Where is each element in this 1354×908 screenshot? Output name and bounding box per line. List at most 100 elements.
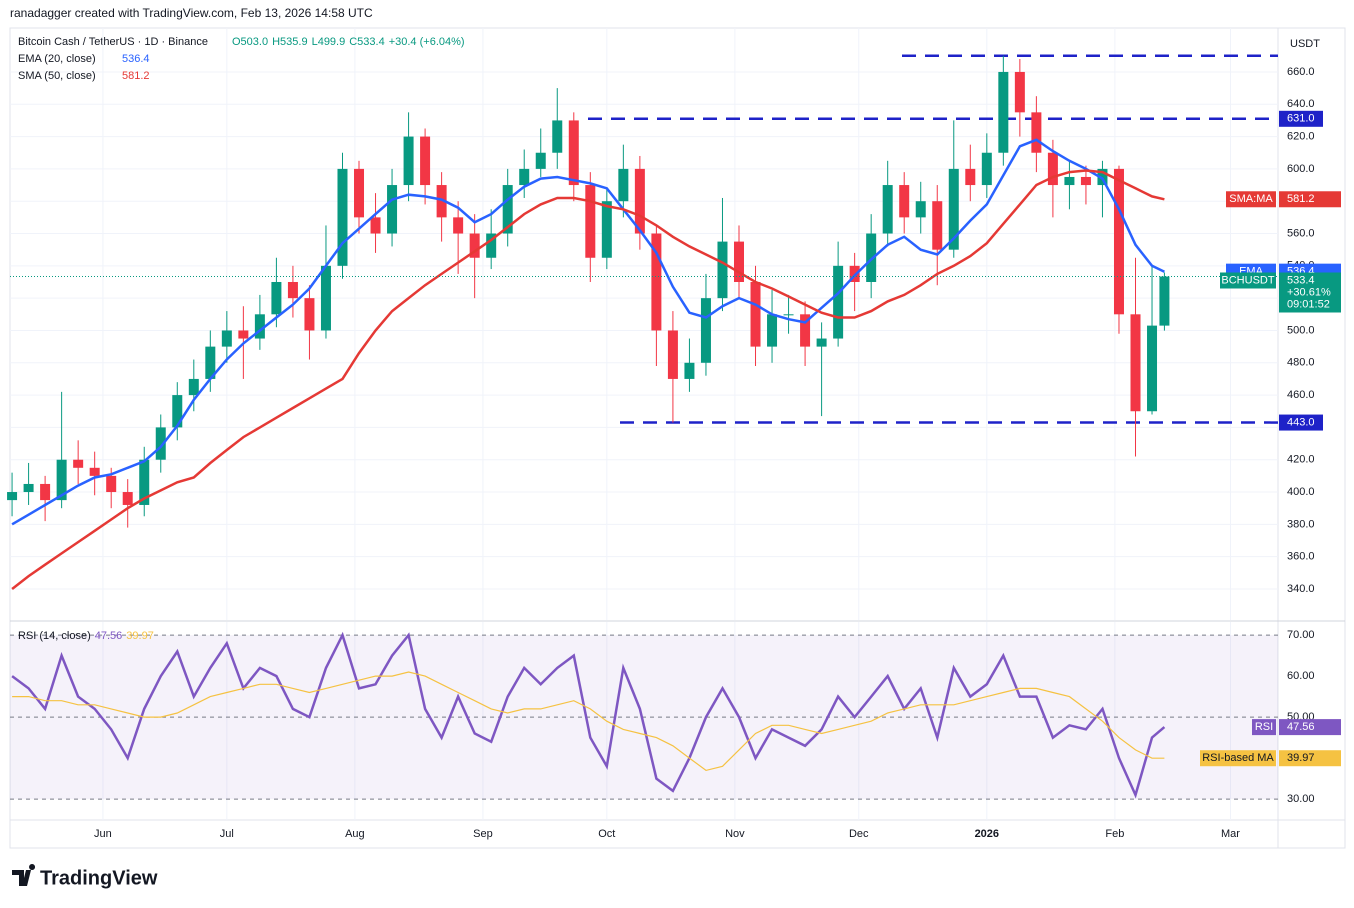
candle-body bbox=[965, 168, 976, 186]
legend-value: 581.2 bbox=[122, 70, 150, 82]
candle-body bbox=[948, 168, 959, 250]
candle-body bbox=[89, 467, 100, 476]
header: ranadagger created with TradingView.com,… bbox=[10, 6, 373, 20]
y-tick-label: 480.0 bbox=[1287, 357, 1315, 369]
rsi-legend: RSI (14, close) 47.56 39.97 bbox=[18, 630, 154, 642]
candle-body bbox=[172, 395, 183, 428]
rsi-name-box bbox=[1200, 750, 1276, 767]
rsi-name: RSI-based MA bbox=[1202, 752, 1274, 764]
candle-body bbox=[981, 152, 992, 186]
candle-body bbox=[122, 492, 133, 505]
candle-body bbox=[585, 185, 596, 258]
level-tag bbox=[1279, 414, 1323, 431]
candle-body bbox=[700, 298, 711, 363]
candle-body bbox=[1031, 112, 1042, 153]
candle-body bbox=[304, 298, 315, 331]
logo bbox=[12, 864, 36, 886]
candle-body bbox=[651, 233, 662, 331]
rsi-line bbox=[12, 671, 1165, 772]
rsi-value: 47.56 bbox=[1287, 721, 1315, 733]
candle-body bbox=[486, 233, 497, 258]
candle-body bbox=[1064, 176, 1075, 186]
level-tag bbox=[1279, 110, 1323, 127]
candle-body bbox=[783, 314, 794, 316]
brand: TradingView bbox=[40, 867, 158, 889]
candle-body bbox=[238, 330, 249, 339]
x-tick-label: Jul bbox=[220, 828, 234, 840]
candle-body bbox=[254, 314, 265, 339]
ohlc-legend: O503.0 H535.9 L499.9 C533.4 +30.4 (+6.04%) bbox=[232, 36, 465, 48]
candle-body bbox=[998, 71, 1009, 153]
rsi-tick-label: 30.00 bbox=[1287, 793, 1315, 805]
rsi-tick-label: 60.00 bbox=[1287, 670, 1315, 682]
ohlc-value: O503.0 bbox=[232, 36, 268, 48]
candle-body bbox=[866, 233, 877, 282]
candle-body bbox=[618, 168, 629, 202]
candle-body bbox=[139, 459, 150, 505]
candle-body bbox=[915, 201, 926, 218]
candle-body bbox=[205, 346, 216, 379]
candle-body bbox=[1014, 71, 1025, 113]
candle-body bbox=[1097, 168, 1108, 186]
y-tick-label: 560.0 bbox=[1287, 227, 1315, 239]
price-tag bbox=[1279, 272, 1341, 313]
candle-body bbox=[733, 241, 744, 282]
candle-body bbox=[287, 281, 298, 299]
candle-body bbox=[800, 314, 811, 347]
candle-body bbox=[7, 492, 18, 501]
ohlc-value: +30.4 (+6.04%) bbox=[389, 36, 465, 48]
legend-name: EMA (20, close) bbox=[18, 53, 96, 65]
y-tick-label: 640.0 bbox=[1287, 98, 1315, 110]
ohlc-value: C533.4 bbox=[349, 36, 384, 48]
price-name-box bbox=[1220, 272, 1276, 289]
candle-body bbox=[1080, 176, 1091, 186]
x-tick-label: Sep bbox=[473, 828, 493, 840]
candle-body bbox=[337, 168, 348, 266]
ohlc-value: L499.9 bbox=[312, 36, 346, 48]
x-tick-label: Oct bbox=[598, 828, 615, 840]
indicator-line bbox=[11, 169, 1165, 590]
y-tick-label: 460.0 bbox=[1287, 389, 1315, 401]
chart-title: Bitcoin Cash / TetherUS · 1D · Binance bbox=[18, 36, 208, 48]
candle-body bbox=[535, 152, 546, 169]
x-tick-label: Nov bbox=[725, 828, 745, 840]
x-tick-label: 2026 bbox=[975, 828, 999, 840]
candle-body bbox=[370, 217, 381, 234]
candle-body bbox=[106, 475, 117, 493]
rsi-legend-value: 39.97 bbox=[126, 630, 154, 642]
candle-body bbox=[221, 330, 232, 347]
sma-tag bbox=[1279, 191, 1341, 208]
candle-body bbox=[568, 120, 579, 186]
candle-body bbox=[436, 185, 447, 218]
candle-body bbox=[833, 265, 844, 339]
candle-body bbox=[403, 136, 414, 186]
frame bbox=[9, 27, 1346, 849]
candle-body bbox=[1159, 276, 1170, 326]
candle-body bbox=[717, 241, 728, 299]
candle-body bbox=[271, 281, 282, 315]
rsi-tick-label: 70.00 bbox=[1287, 629, 1315, 641]
candle-body bbox=[634, 168, 645, 234]
indicator-line bbox=[11, 138, 1165, 526]
price-change: +30.61% bbox=[1287, 286, 1331, 298]
y-tick-label: 620.0 bbox=[1287, 130, 1315, 142]
x-tick-label: Dec bbox=[849, 828, 869, 840]
candle-body bbox=[469, 233, 480, 258]
candle-body bbox=[932, 201, 943, 250]
candle-body bbox=[750, 281, 761, 347]
y-tick-label: 660.0 bbox=[1287, 66, 1315, 78]
candle-body bbox=[667, 330, 678, 379]
candle-body bbox=[320, 265, 331, 331]
currency[interactable]: USDT bbox=[1290, 38, 1320, 50]
candle-body bbox=[816, 338, 827, 347]
rsi-line bbox=[11, 631, 1166, 799]
rsi-name: RSI bbox=[1255, 721, 1273, 733]
level-label: 443.0 bbox=[1287, 416, 1315, 428]
y-tick-label: 600.0 bbox=[1287, 163, 1315, 175]
sma-value: 581.2 bbox=[1287, 193, 1315, 205]
candle-body bbox=[684, 362, 695, 379]
candle-body bbox=[155, 427, 166, 460]
candle-body bbox=[552, 120, 563, 153]
candle-body bbox=[601, 201, 612, 258]
